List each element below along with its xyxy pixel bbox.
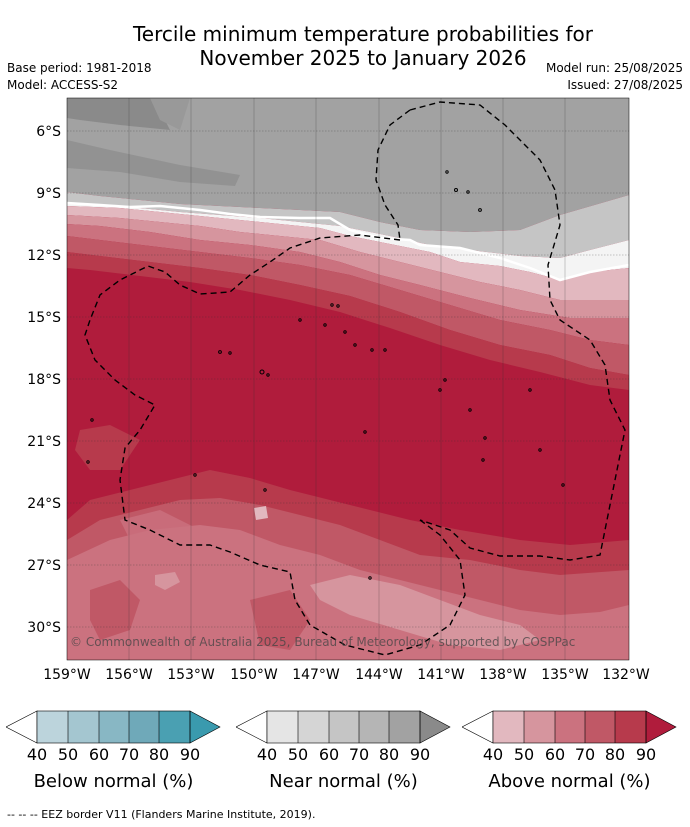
- cb-swatch: [267, 711, 298, 743]
- probability-field: [67, 98, 629, 660]
- cb-swatch: [524, 711, 555, 743]
- map-title: Tercile minimum temperature probabilitie…: [0, 22, 690, 70]
- cb-tick: 50: [513, 745, 535, 764]
- map-frame: [66, 97, 630, 661]
- lat-label: 18°S: [27, 372, 61, 388]
- lat-label: 15°S: [27, 310, 61, 326]
- title-line-1: Tercile minimum temperature probabilitie…: [132, 22, 594, 46]
- eez-borders: [84, 101, 626, 656]
- grid-lines: [67, 98, 629, 660]
- lat-label: 24°S: [27, 496, 61, 512]
- lon-label: 159°W: [43, 667, 91, 683]
- lat-label: 27°S: [27, 558, 61, 574]
- colorbar-above: [462, 710, 677, 744]
- lat-label: 12°S: [27, 248, 61, 264]
- cb-tick: 50: [287, 745, 309, 764]
- lon-label: 147°W: [292, 667, 340, 683]
- cb-tick: 70: [118, 745, 140, 764]
- lat-label: 6°S: [36, 124, 61, 140]
- cb-swatch: [298, 711, 329, 743]
- cb-tick: 60: [544, 745, 566, 764]
- model-run: Model run: 25/08/2025: [545, 61, 683, 75]
- cb-tick: 80: [604, 745, 626, 764]
- cb-tick: 60: [88, 745, 110, 764]
- cb-swatch: [329, 711, 359, 743]
- cb-tick: 70: [348, 745, 370, 764]
- cb-tick: 70: [574, 745, 596, 764]
- lon-label: 144°W: [355, 667, 403, 683]
- cb-swatch: [359, 711, 389, 743]
- cb-tick: 90: [635, 745, 657, 764]
- lon-label: 150°W: [230, 667, 278, 683]
- cb-swatch: [615, 711, 646, 743]
- cb-tick: 40: [482, 745, 504, 764]
- colorbar-below: [6, 710, 221, 744]
- model-name: Model: ACCESS-S2: [7, 78, 119, 92]
- cb-swatch: [189, 710, 221, 744]
- eez-footnote: -- -- -- EEZ border V11 (Flanders Marine…: [7, 808, 316, 821]
- cb-swatch: [159, 711, 190, 743]
- cb-tick: 90: [179, 745, 201, 764]
- cb-swatch: [419, 710, 451, 744]
- lon-label: 135°W: [541, 667, 589, 683]
- base-period: Base period: 1981-2018: [7, 61, 152, 75]
- lon-label: 132°W: [602, 667, 650, 683]
- issued-date: Issued: 27/08/2025: [567, 78, 683, 92]
- lat-label: 21°S: [27, 434, 61, 450]
- cb-swatch: [389, 711, 420, 743]
- cb-tick: 80: [148, 745, 170, 764]
- cb-swatch: [68, 711, 99, 743]
- islands: [86, 170, 565, 580]
- cb-swatch: [462, 710, 494, 744]
- lat-label: 9°S: [36, 186, 61, 202]
- colorbar-above-label: Above normal (%): [488, 771, 651, 792]
- cb-tick: 80: [378, 745, 400, 764]
- cb-swatch: [99, 711, 129, 743]
- cb-swatch: [555, 711, 585, 743]
- cb-swatch: [6, 710, 38, 744]
- colorbar-near: [236, 710, 451, 744]
- lon-label: 156°W: [105, 667, 153, 683]
- lat-label: 30°S: [27, 620, 61, 636]
- title-line-2: November 2025 to January 2026: [199, 46, 527, 70]
- cb-tick: 50: [57, 745, 79, 764]
- cb-swatch: [645, 710, 677, 744]
- cb-swatch: [585, 711, 615, 743]
- cb-tick: 90: [409, 745, 431, 764]
- cb-swatch: [129, 711, 159, 743]
- copyright-notice: © Commonwealth of Australia 2025, Bureau…: [70, 635, 575, 649]
- map-panel: © Commonwealth of Australia 2025, Bureau…: [27, 97, 650, 683]
- cb-swatch: [236, 710, 268, 744]
- colorbar-below-label: Below normal (%): [33, 771, 194, 792]
- colorbar-near-label: Near normal (%): [269, 771, 418, 792]
- cb-tick: 60: [318, 745, 340, 764]
- lon-label: 138°W: [479, 667, 527, 683]
- cb-swatch: [37, 711, 68, 743]
- meta-right: Model run: 25/08/2025 Issued: 27/08/2025: [546, 60, 683, 94]
- lon-label: 153°W: [167, 667, 215, 683]
- cb-swatch: [493, 711, 524, 743]
- cb-tick: 40: [256, 745, 278, 764]
- cb-tick: 40: [26, 745, 48, 764]
- lon-label: 141°W: [417, 667, 465, 683]
- meta-left: Base period: 1981-2018 Model: ACCESS-S2: [7, 60, 152, 94]
